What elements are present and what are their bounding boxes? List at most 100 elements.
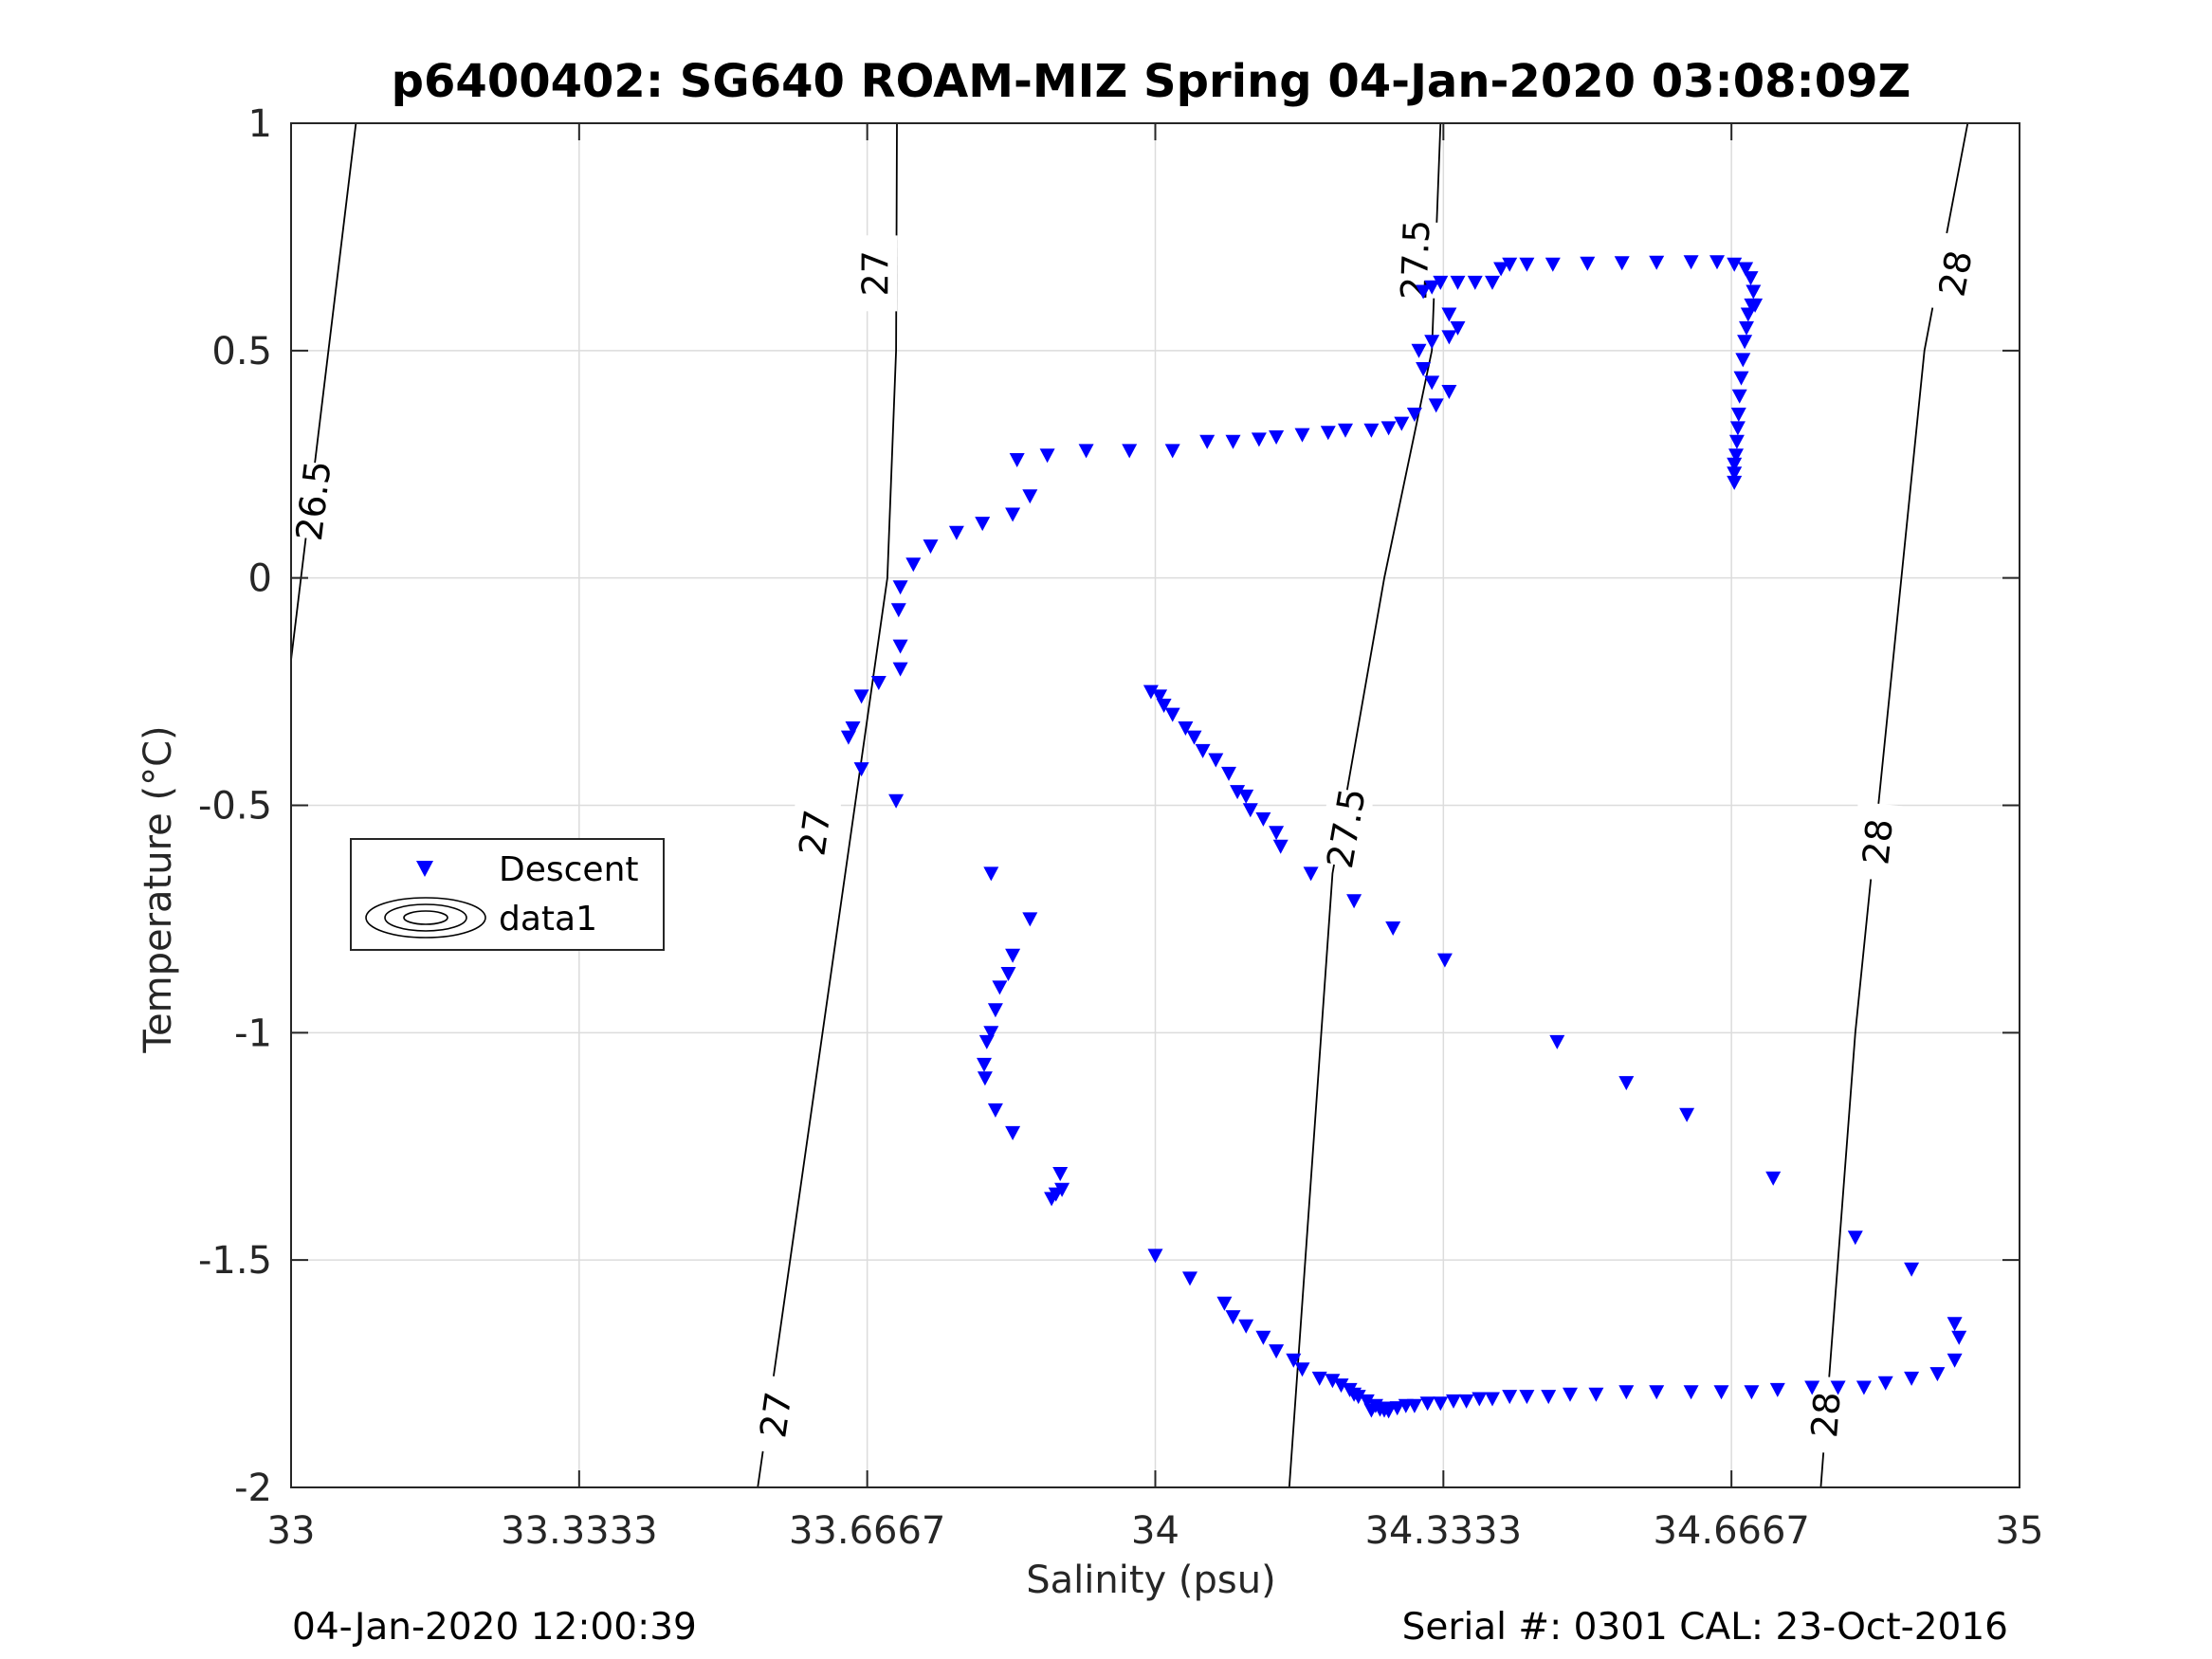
x-tick-label: 35 [1996,1509,2044,1553]
legend[interactable]: Descent data1 [350,838,665,951]
descent-point [1729,421,1746,436]
descent-point [923,539,939,555]
descent-point [853,762,869,777]
descent-point [1311,1371,1327,1386]
descent-point [1182,1271,1197,1286]
contour-label-mask [1799,1375,1851,1454]
descent-point [1164,707,1180,722]
descent-point [1458,1394,1474,1409]
descent-point [1005,1125,1021,1140]
y-tick-label: 1 [248,102,272,146]
descent-point [1164,444,1180,459]
descent-point [1255,1330,1271,1345]
legend-descent-marker [416,861,433,877]
descent-point [987,1003,1003,1018]
descent-point [1739,320,1754,336]
descent-point [1951,1330,1967,1345]
y-tick-label: -2 [234,1467,272,1510]
legend-contour-icon [365,897,486,939]
descent-point [1156,699,1172,713]
descent-point [1502,257,1518,272]
descent-point [992,980,1008,995]
contour-label-mask [1850,801,1904,883]
descent-point [1728,434,1745,449]
descent-point [983,866,999,882]
contour-label-27: 27 [786,792,842,874]
descent-point [1367,1398,1383,1413]
contour-label-mask [851,235,898,312]
descent-point [1733,371,1749,386]
contour-label-mask [1925,231,1984,316]
descent-point [1411,343,1427,358]
descent-point [1225,434,1241,449]
descent-point [1730,408,1746,422]
contour-label-text: 26.5 [288,459,339,543]
descent-point [1178,721,1194,736]
descent-point [1009,453,1025,467]
descent-point [1143,684,1159,700]
contour-label-26.5: 26.5 [285,459,340,543]
descent-point [1255,811,1271,827]
x-tick-label: 33.3333 [501,1509,657,1553]
descent-point [892,662,908,677]
descent-point [1727,257,1743,272]
y-tick-label: 0 [248,557,272,601]
descent-point [1467,275,1483,290]
descent-point [1441,307,1457,322]
descent-point [1022,912,1038,927]
descent-point [1147,1249,1163,1264]
descent-point [870,676,887,690]
descent-point [1683,1385,1699,1400]
descent-point [1428,398,1444,413]
descent-point [1052,1167,1069,1181]
descent-point [1743,271,1759,286]
descent-point [1747,298,1764,313]
legend-box [350,838,665,951]
descent-point [1614,256,1630,271]
contour-label-mask [285,460,340,541]
descent-point [1269,430,1285,445]
descent-point [1929,1367,1946,1382]
x-tick-label: 34.6667 [1653,1509,1809,1553]
descent-point [1728,448,1744,464]
descent-point [1563,1387,1578,1402]
descent-point [975,517,991,532]
descent-point [1588,1387,1604,1402]
descent-point [1441,330,1457,345]
x-tick-label: 34.3333 [1365,1509,1522,1553]
descent-point [1225,1310,1241,1325]
descent-point [1238,1319,1254,1334]
x-tick-label: 34 [1131,1509,1179,1553]
descent-point [888,793,905,809]
axis-ticks: 33 33.3333 33.6667 34 34.3333 34.6667 35 1 0.5 0 -… [198,102,2044,1553]
contour-label-text: 28 [1930,247,1980,301]
descent-point [1385,921,1401,936]
y-axis-label: Temperature (°C) [137,725,180,1053]
descent-point [853,689,869,704]
descent-point [1450,320,1466,336]
descent-point [1005,948,1021,963]
descent-point [1294,1362,1310,1377]
descent-point [1359,1394,1375,1409]
descent-point [845,721,861,736]
contour-label-28: 28 [1799,1375,1851,1454]
descent-point [1000,967,1016,981]
descent-point [1727,466,1743,482]
descent-point [1238,789,1254,804]
descent-point [1424,280,1440,295]
contour-label-mask [1390,221,1439,299]
descent-point [1333,1378,1349,1394]
x-axis-label: Salinity (psu) [1026,1559,1275,1602]
contour-label-text: 27 [791,807,838,858]
descent-point [1303,866,1319,882]
descent-point [1804,1380,1820,1395]
descent-point [1416,284,1432,300]
descent-point [1769,1382,1785,1397]
x-tick-label: 33.6667 [789,1509,945,1553]
descent-point [1649,1385,1665,1400]
descent-point [948,525,964,540]
descent-point [1502,1390,1518,1405]
descent-point [1346,894,1362,909]
descent-point [905,557,922,573]
contour-label-text: 27 [752,1389,799,1440]
